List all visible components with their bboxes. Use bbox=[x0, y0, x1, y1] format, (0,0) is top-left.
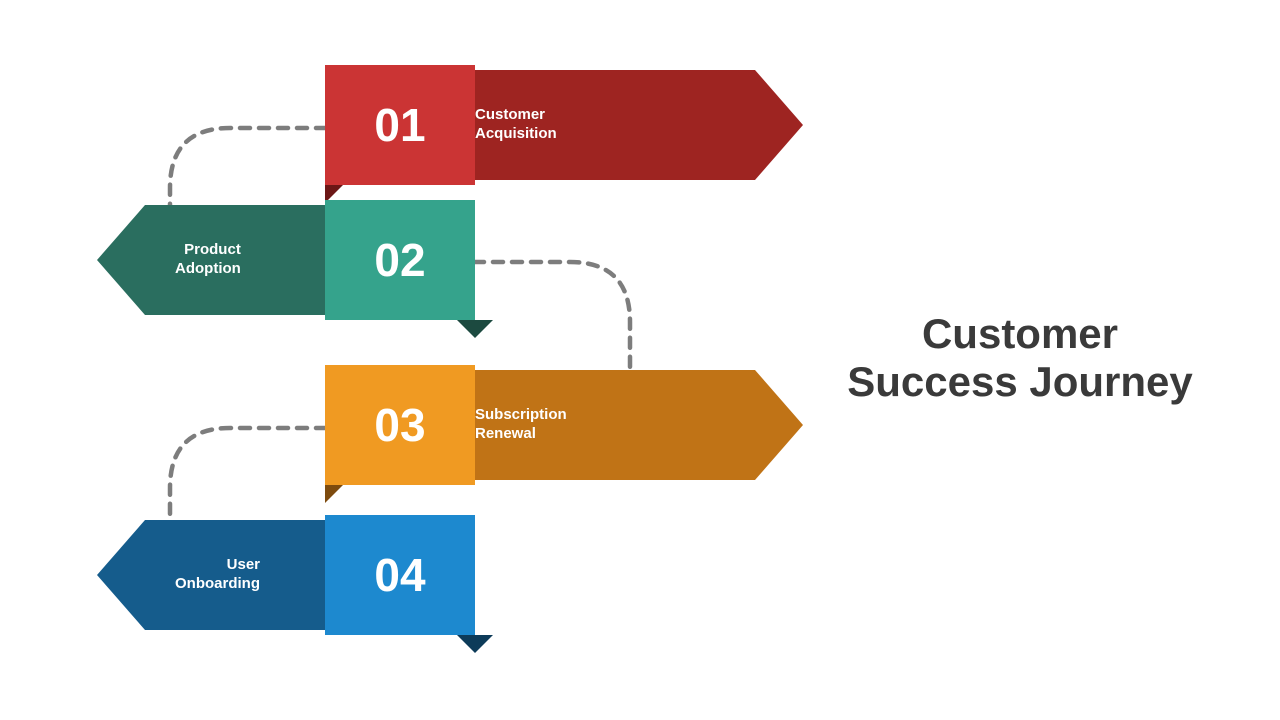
step-label: Customer Acquisition bbox=[475, 106, 557, 144]
step-label: User Onboarding bbox=[175, 556, 260, 594]
step-02: Product Adoption 02 bbox=[0, 195, 800, 325]
step-01: Customer Acquisition01 bbox=[0, 60, 800, 190]
infographic-stage: Customer Success Journey Customer Acquis… bbox=[0, 0, 1280, 720]
step-04: User Onboarding 04 bbox=[0, 510, 800, 640]
step-number: 01 bbox=[325, 65, 475, 185]
step-number: 04 bbox=[325, 515, 475, 635]
step-number: 03 bbox=[325, 365, 475, 485]
step-number: 02 bbox=[325, 200, 475, 320]
fold-shadow bbox=[325, 485, 343, 503]
step-03: Subscription Renewal03 bbox=[0, 360, 800, 490]
fold-shadow bbox=[457, 635, 493, 653]
step-label: Product Adoption bbox=[175, 241, 241, 279]
main-title: Customer Success Journey bbox=[800, 310, 1240, 407]
step-label: Subscription Renewal bbox=[475, 406, 567, 444]
fold-shadow bbox=[457, 320, 493, 338]
